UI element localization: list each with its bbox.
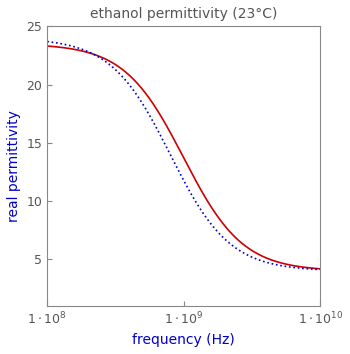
Title: ethanol permittivity (23°C): ethanol permittivity (23°C) xyxy=(90,7,278,21)
X-axis label: frequency (Hz): frequency (Hz) xyxy=(132,333,235,347)
Y-axis label: real permittivity: real permittivity xyxy=(7,110,21,222)
